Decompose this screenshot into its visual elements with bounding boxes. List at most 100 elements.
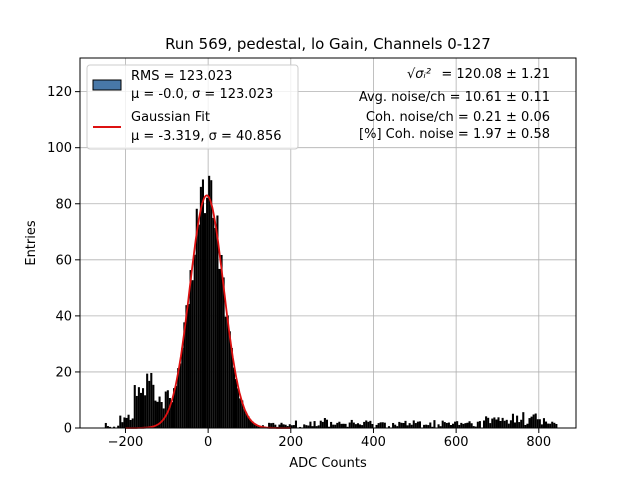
histogram-bar — [375, 424, 378, 428]
histogram-bar — [317, 425, 320, 428]
histogram-bar — [210, 180, 213, 428]
histogram-bar — [342, 423, 345, 428]
histogram-bar — [154, 400, 157, 428]
histogram-bar — [404, 420, 407, 428]
histogram-bar — [408, 423, 411, 428]
histogram-bar — [224, 316, 227, 428]
histogram-bar — [228, 331, 231, 428]
y-tick-label: 20 — [55, 365, 72, 380]
histogram-bar — [292, 425, 295, 428]
histogram-bar — [253, 423, 256, 428]
histogram-bar — [534, 413, 537, 428]
x-tick-label: 200 — [278, 435, 303, 450]
histogram-bar — [456, 421, 459, 428]
histogram-bar — [462, 423, 465, 428]
histogram-bar — [511, 413, 514, 428]
histogram-bar — [336, 422, 339, 428]
histogram-bar — [334, 424, 337, 428]
histogram-bar — [443, 422, 446, 428]
histogram-bar — [518, 422, 521, 428]
histogram-bar — [249, 420, 252, 428]
histogram-bar — [245, 413, 248, 428]
histogram-bar — [489, 423, 492, 428]
histogram-bar — [520, 419, 523, 428]
histogram-bar — [177, 368, 180, 428]
legend-fit-label: Gaussian Fit — [131, 110, 210, 125]
histogram-bar — [268, 422, 271, 428]
histogram-bar — [226, 315, 229, 428]
histogram-bar — [282, 424, 285, 428]
coh-noise-percent-annotation: [%] Coh. noise = 1.97 ± 0.58 — [359, 127, 550, 142]
coh-noise-annotation: Coh. noise/ch = 0.21 ± 0.06 — [366, 110, 550, 125]
histogram-bar — [146, 373, 149, 428]
histogram-bar — [206, 197, 209, 428]
histogram-bar — [371, 423, 374, 428]
histogram-bar — [359, 424, 362, 428]
histogram-bar — [113, 426, 116, 428]
histogram-bar — [549, 423, 552, 428]
x-tick-label: 400 — [361, 435, 386, 450]
histogram-bar — [104, 422, 107, 428]
histogram-bar — [394, 424, 397, 428]
histogram-bar — [251, 421, 254, 428]
histogram-bar — [383, 422, 386, 428]
histogram-bar — [235, 379, 238, 428]
histogram-bar — [150, 372, 153, 428]
histogram-bar — [129, 419, 132, 428]
histogram-bar — [487, 417, 490, 428]
histogram-bar — [454, 421, 457, 428]
histogram-bar — [470, 423, 473, 428]
histogram-bar — [392, 422, 395, 428]
histogram-bar — [212, 217, 215, 428]
histogram-bar — [241, 400, 244, 428]
histogram-bar — [381, 422, 384, 428]
histogram-bar — [516, 415, 519, 428]
histogram-bar — [497, 417, 500, 428]
histogram-bar — [478, 421, 481, 428]
histogram-bar — [536, 419, 539, 428]
histogram-bar — [218, 268, 221, 428]
histogram-bar — [290, 425, 293, 428]
histogram-bar — [464, 423, 467, 428]
legend-fit-stats: μ = -3.319, σ = 40.856 — [131, 129, 281, 144]
histogram-bar — [460, 422, 463, 428]
histogram-bar — [545, 421, 548, 428]
histogram-bar — [447, 422, 450, 428]
chart-title: Run 569, pedestal, lo Gain, Channels 0-1… — [165, 35, 491, 53]
histogram-bar — [328, 426, 331, 428]
legend: RMS = 123.023 μ = -0.0, σ = 123.023 Gaus… — [86, 64, 299, 150]
histogram-bar — [346, 426, 349, 428]
histogram-bar — [363, 421, 366, 428]
histogram-bar — [232, 367, 235, 428]
histogram-bar — [483, 420, 486, 428]
y-tick-label: 40 — [55, 309, 72, 324]
y-tick-label: 80 — [55, 197, 72, 212]
histogram-bar — [398, 421, 401, 428]
histogram-bar — [179, 363, 182, 428]
histogram-bar — [313, 421, 316, 428]
histogram-bar — [377, 423, 380, 428]
histogram-bar — [135, 395, 138, 428]
histogram-bar — [127, 414, 130, 428]
histogram-bar — [199, 186, 202, 428]
histogram-bar — [416, 421, 419, 428]
y-tick-label: 120 — [47, 85, 72, 100]
histogram-bar — [220, 254, 223, 428]
histogram-bar — [429, 422, 432, 428]
x-tick-label: 800 — [526, 435, 551, 450]
histogram-bar — [433, 420, 436, 428]
histogram-bar — [193, 254, 196, 428]
histogram-bar — [294, 420, 297, 428]
histogram-bar — [348, 422, 351, 428]
histogram-bar — [307, 425, 310, 428]
histogram-bar — [166, 390, 169, 428]
histogram-bar — [501, 417, 504, 428]
histogram-bar — [445, 422, 448, 428]
sigma-sum-annotation: = 120.08 ± 1.21 — [441, 67, 550, 82]
histogram-bar — [117, 425, 120, 428]
histogram-bar — [208, 175, 211, 428]
x-tick-label: 600 — [444, 435, 469, 450]
histogram-bar — [365, 420, 368, 428]
histogram-bar — [319, 420, 322, 428]
